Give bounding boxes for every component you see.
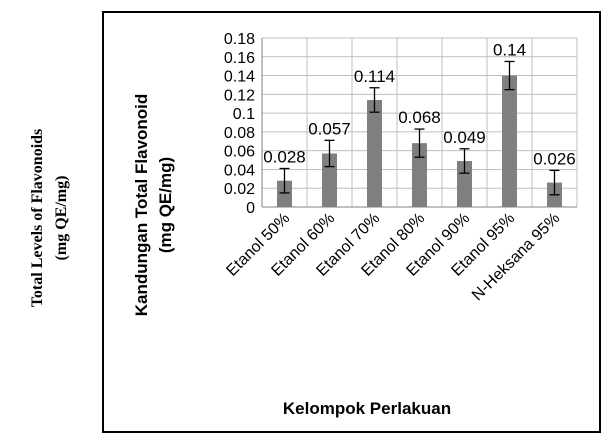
bar <box>277 180 292 207</box>
outer-label-line1: Total Levels of Flavonoids <box>29 129 46 308</box>
y-tick-label: 0.08 <box>224 125 255 142</box>
plot-area: 00.020.040.060.080.10.120.140.160.180.02… <box>223 31 578 304</box>
x-axis-title: Kelompok Perlakuan <box>283 399 451 418</box>
data-label: 0.114 <box>354 67 395 86</box>
y-tick-label: 0.04 <box>224 162 255 179</box>
y-axis-title-line2: (mg QE/mg) <box>156 157 175 253</box>
data-label: 0.068 <box>398 108 441 127</box>
outer-label-line2: (mg QE/mg) <box>53 176 70 261</box>
y-tick-label: 0.18 <box>224 31 255 48</box>
bar <box>412 143 427 207</box>
y-tick-label: 0.1 <box>233 106 255 123</box>
y-axis-title: Kandungan Total Flavonoid (mg QE/mg) <box>132 94 175 317</box>
y-tick-label: 0.02 <box>224 181 255 198</box>
outer-label: Total Levels of Flavonoids (mg QE/mg) <box>29 129 70 308</box>
bar <box>502 75 517 207</box>
y-tick-label: 0.14 <box>224 69 255 86</box>
bar <box>367 99 382 207</box>
bar <box>457 160 472 207</box>
y-axis-title-line1: Kandungan Total Flavonoid <box>132 94 151 317</box>
data-label: 0.049 <box>443 128 486 147</box>
y-tick-label: 0.06 <box>224 144 255 161</box>
data-label: 0.026 <box>533 149 576 168</box>
data-label: 0.14 <box>493 40 526 59</box>
data-label: 0.057 <box>308 119 351 138</box>
y-tick-label: 0 <box>246 200 255 217</box>
y-tick-label: 0.16 <box>224 50 255 67</box>
data-label: 0.028 <box>263 148 306 167</box>
chart-frame <box>102 11 601 433</box>
y-tick-label: 0.12 <box>224 87 255 104</box>
